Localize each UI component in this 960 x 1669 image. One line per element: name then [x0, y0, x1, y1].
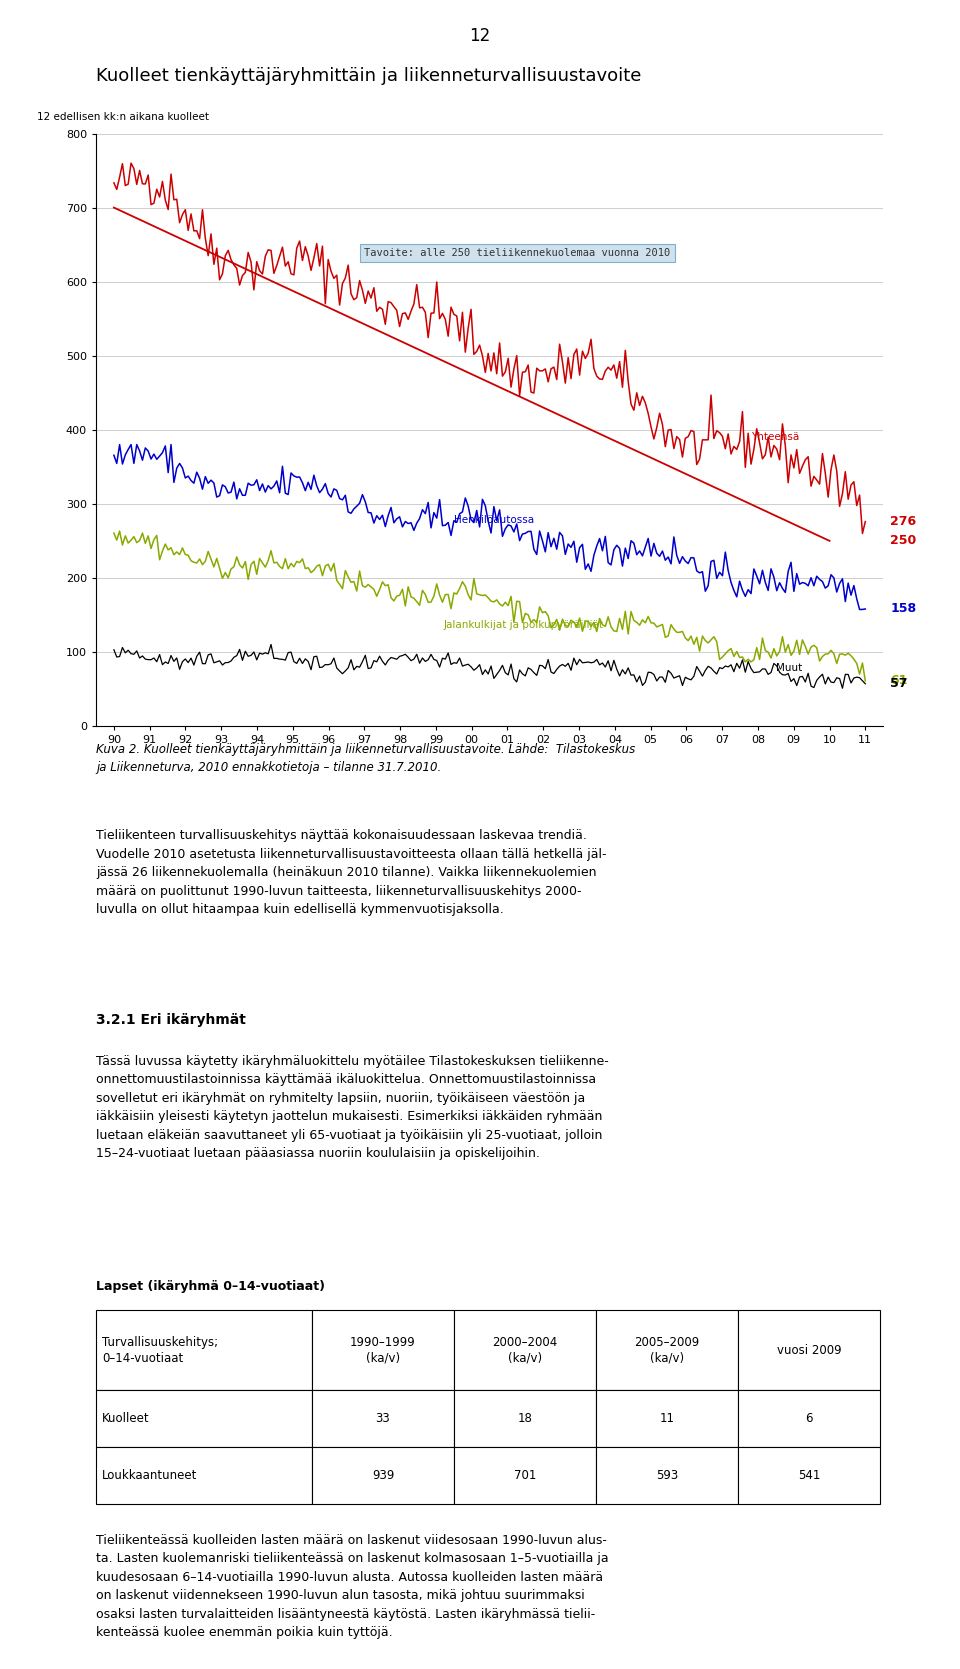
Text: 593: 593 [656, 1469, 679, 1482]
Text: Kuva 2. Kuolleet tienkäyttäjäryhmittäin ja liikenneturvallisuustavoite. Lähde:  : Kuva 2. Kuolleet tienkäyttäjäryhmittäin … [96, 743, 636, 774]
Text: 939: 939 [372, 1469, 395, 1482]
Text: 276: 276 [890, 516, 917, 527]
Text: 541: 541 [798, 1469, 821, 1482]
Text: 33: 33 [375, 1412, 391, 1425]
Text: Yhteensä: Yhteensä [751, 432, 799, 442]
Text: 12 edellisen kk:n aikana kuolleet: 12 edellisen kk:n aikana kuolleet [37, 112, 209, 122]
Text: 1990–1999
(ka/v): 1990–1999 (ka/v) [350, 1335, 416, 1365]
Text: Kuolleet tienkäyttäjäryhmittäin ja liikenneturvallisuustavoite: Kuolleet tienkäyttäjäryhmittäin ja liike… [96, 67, 641, 85]
Text: 57: 57 [890, 678, 908, 691]
Text: Lapset (ikäryhmä 0–14-vuotiaat): Lapset (ikäryhmä 0–14-vuotiaat) [96, 1280, 325, 1293]
Text: 18: 18 [517, 1412, 533, 1425]
Text: Turvallisuuskehitys;
0–14-vuotiaat: Turvallisuuskehitys; 0–14-vuotiaat [102, 1335, 218, 1365]
Text: Tässä luvussa käytetty ikäryhmäluokittelu myötäilee Tilastokeskuksen tieliikenne: Tässä luvussa käytetty ikäryhmäluokittel… [96, 1055, 609, 1160]
Text: Tieliikenteässä kuolleiden lasten määrä on laskenut viidesosaan 1990-luvun alus-: Tieliikenteässä kuolleiden lasten määrä … [96, 1534, 609, 1639]
Text: 2005–2009
(ka/v): 2005–2009 (ka/v) [635, 1335, 700, 1365]
Text: 3.2.1 Eri ikäryhmät: 3.2.1 Eri ikäryhmät [96, 1013, 246, 1026]
Text: 2000–2004
(ka/v): 2000–2004 (ka/v) [492, 1335, 558, 1365]
Text: 6: 6 [805, 1412, 813, 1425]
Text: Muut: Muut [776, 663, 803, 673]
Text: 61: 61 [890, 674, 908, 688]
Text: Loukkaantuneet: Loukkaantuneet [102, 1469, 197, 1482]
Text: 11: 11 [660, 1412, 675, 1425]
Text: 250: 250 [890, 534, 917, 547]
Text: Tavoite: alle 250 tieliikennekuolemaa vuonna 2010: Tavoite: alle 250 tieliikennekuolemaa vu… [365, 247, 671, 257]
Text: 12: 12 [469, 27, 491, 45]
Text: 158: 158 [890, 603, 917, 616]
Text: Tieliikenteen turvallisuuskehitys näyttää kokonaisuudessaan laskevaa trendiä.
Vu: Tieliikenteen turvallisuuskehitys näyttä… [96, 829, 607, 916]
Text: Jalankulkijat ja polkupyöräilijät: Jalankulkijat ja polkupyöräilijät [444, 619, 603, 629]
Text: 701: 701 [514, 1469, 537, 1482]
Text: Kuolleet: Kuolleet [102, 1412, 150, 1425]
Text: Henkilöautossa: Henkilöautossa [454, 516, 534, 526]
Text: vuosi 2009: vuosi 2009 [777, 1344, 842, 1357]
